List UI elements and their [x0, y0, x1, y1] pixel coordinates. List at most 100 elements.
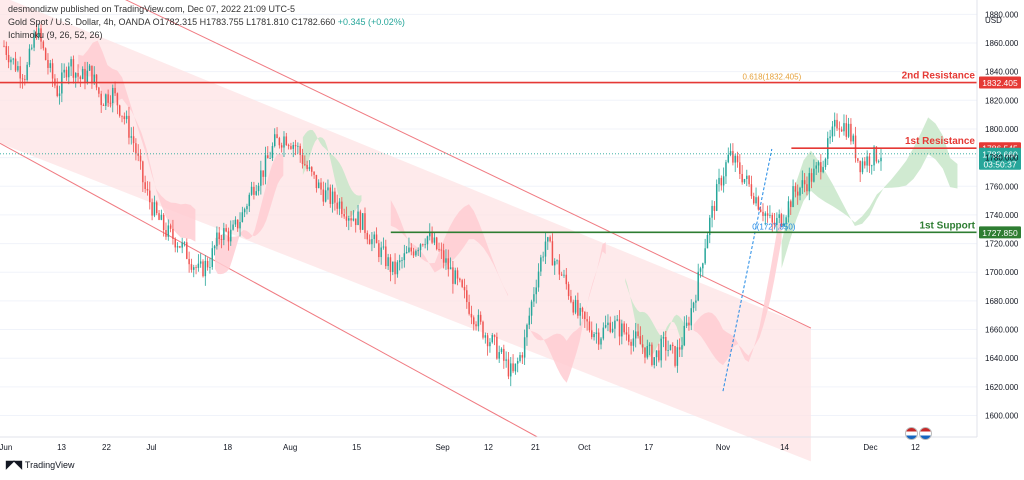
candle-body [109, 102, 112, 104]
candle-body [628, 334, 630, 342]
candle-body [621, 323, 623, 337]
candle-body [70, 59, 72, 67]
x-tick-label: Dec [863, 443, 877, 452]
candle-body [558, 260, 561, 275]
candle-body [218, 232, 220, 239]
candle-body [773, 222, 776, 226]
publisher-line: desmondizw published on TradingView.com,… [8, 4, 295, 14]
candle-body [459, 278, 461, 281]
candle-body [375, 234, 378, 244]
candle-body [398, 260, 401, 263]
candle-body [401, 260, 403, 261]
x-tick-label: Oct [578, 443, 591, 452]
candle-body [77, 73, 79, 77]
us-flag-icon[interactable] [905, 427, 918, 440]
candle-body [158, 213, 160, 220]
candle-body [521, 355, 524, 358]
candle-body [241, 212, 244, 223]
candle-body [493, 335, 496, 337]
candle-body [327, 187, 329, 191]
candle-body [829, 136, 831, 139]
candle-body [345, 216, 348, 221]
candle-body [616, 319, 618, 321]
candle-body [639, 336, 642, 345]
candle-body [216, 232, 218, 247]
candle-body [528, 315, 531, 325]
candle-body [681, 345, 683, 350]
candle-body [843, 123, 845, 132]
candle-body [868, 156, 871, 166]
y-tick-label: 1760.000 [985, 182, 1019, 191]
candle-body [183, 242, 186, 244]
candle-body [37, 28, 40, 38]
candle-body [530, 301, 533, 316]
candle-body [42, 41, 45, 49]
candle-body [135, 143, 137, 154]
candle-body [729, 151, 732, 155]
y-tick-label: 1800.000 [985, 125, 1019, 134]
candle-body [403, 253, 406, 261]
candle-body [396, 262, 399, 275]
candle-body [334, 191, 336, 203]
candle-body [313, 171, 315, 175]
candle-body [123, 116, 126, 120]
us-flag-icon[interactable] [919, 427, 932, 440]
candle-body [820, 162, 822, 173]
ohlc-values: O1782.315 H1783.755 L1781.810 C1782.660 [152, 17, 336, 27]
candle-body [371, 239, 373, 245]
candle-body [725, 162, 727, 177]
candle-body [537, 271, 540, 288]
candle-body [311, 167, 313, 172]
ichimoku-cloud-segment [693, 206, 782, 366]
candle-body [697, 271, 699, 301]
candle-body [641, 344, 644, 348]
candle-body [449, 267, 452, 270]
candle-body [3, 45, 5, 47]
candle-body [285, 136, 288, 146]
candle-body [614, 320, 616, 329]
candle-body [348, 218, 350, 221]
candle-body [153, 202, 156, 216]
candle-body [644, 347, 646, 358]
y-tick-label: 1820.000 [985, 96, 1019, 105]
candle-body [739, 162, 741, 174]
candle-body [743, 179, 746, 183]
candle-body [112, 87, 114, 104]
candle-body [86, 70, 89, 83]
candle-body [162, 214, 165, 230]
candle-body [199, 261, 202, 264]
candle-body [833, 119, 836, 127]
candle-body [132, 136, 135, 144]
candle-body [815, 165, 817, 169]
fib-label: 0.618(1832.405) [743, 73, 802, 82]
candle-body [736, 155, 739, 163]
candle-body [410, 247, 413, 252]
candle-body [234, 219, 237, 225]
candle-body [711, 205, 713, 218]
candle-body [125, 115, 128, 120]
candle-body [718, 177, 720, 185]
x-tick-label: 22 [102, 443, 111, 452]
candle-body [304, 164, 306, 165]
candle-body [49, 63, 52, 68]
tradingview-logo[interactable]: ◤◥ TradingView [6, 458, 74, 471]
candle-body [35, 33, 38, 38]
candle-body [382, 246, 385, 248]
y-tick-label: 1620.000 [985, 383, 1019, 392]
candle-body [759, 209, 762, 212]
candle-body [507, 359, 510, 377]
indicator-label[interactable]: Ichimoku (9, 26, 52, 26) [8, 30, 103, 40]
channel-lower-line [0, 142, 538, 438]
y-tick-label: 1700.000 [985, 268, 1019, 277]
candle-body [223, 228, 225, 240]
candle-body [12, 58, 14, 60]
candle-body [329, 187, 332, 204]
candle-body [354, 218, 357, 226]
level-label: 1st Support [919, 220, 975, 231]
candle-body [752, 196, 755, 204]
candle-body [209, 266, 211, 268]
candle-body [415, 251, 417, 256]
candle-body [151, 202, 153, 216]
